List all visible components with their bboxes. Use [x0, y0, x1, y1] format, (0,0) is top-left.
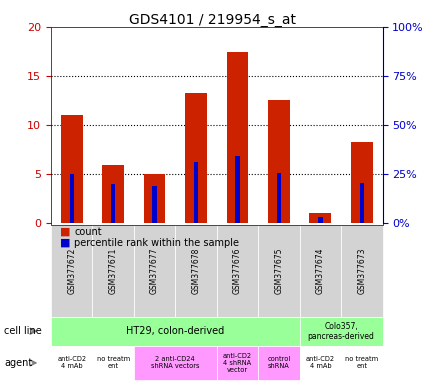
Bar — [194, 162, 198, 223]
Text: HT29, colon-derived: HT29, colon-derived — [126, 326, 224, 336]
Bar — [351, 142, 373, 223]
Bar — [111, 184, 115, 223]
Text: GSM377677: GSM377677 — [150, 247, 159, 294]
Text: GSM377678: GSM377678 — [192, 248, 201, 294]
Text: GSM377675: GSM377675 — [275, 247, 283, 294]
Text: no treatm
ent: no treatm ent — [96, 356, 130, 369]
Text: anti-CD2
4 mAb: anti-CD2 4 mAb — [57, 356, 86, 369]
Text: no treatm
ent: no treatm ent — [345, 356, 378, 369]
Bar — [277, 173, 281, 223]
Text: percentile rank within the sample: percentile rank within the sample — [74, 238, 239, 248]
Text: cell line: cell line — [4, 326, 42, 336]
Text: 2 anti-CD24
shRNA vectors: 2 anti-CD24 shRNA vectors — [151, 356, 200, 369]
Text: GSM377676: GSM377676 — [233, 247, 242, 294]
Text: agent: agent — [4, 358, 32, 368]
Bar — [227, 52, 248, 223]
Bar — [268, 100, 290, 223]
Text: GSM377672: GSM377672 — [67, 248, 76, 294]
Text: count: count — [74, 227, 102, 237]
Bar — [144, 174, 165, 223]
Text: GSM377671: GSM377671 — [109, 248, 118, 294]
Bar — [318, 217, 323, 223]
Text: GSM377674: GSM377674 — [316, 247, 325, 294]
Text: ■: ■ — [60, 227, 70, 237]
Text: control
shRNA: control shRNA — [267, 356, 291, 369]
Text: ■: ■ — [60, 238, 70, 248]
Text: anti-CD2
4 shRNA
vector: anti-CD2 4 shRNA vector — [223, 353, 252, 373]
Bar — [153, 185, 157, 223]
Bar — [70, 174, 74, 223]
Text: Colo357,
pancreas-derived: Colo357, pancreas-derived — [308, 321, 374, 341]
Text: GDS4101 / 219954_s_at: GDS4101 / 219954_s_at — [129, 13, 296, 27]
Bar — [185, 93, 207, 223]
Bar — [235, 156, 240, 223]
Bar — [360, 182, 364, 223]
Text: GSM377673: GSM377673 — [357, 247, 366, 294]
Bar — [61, 115, 82, 223]
Text: anti-CD2
4 mAb: anti-CD2 4 mAb — [306, 356, 335, 369]
Bar — [102, 165, 124, 223]
Bar — [309, 213, 331, 223]
